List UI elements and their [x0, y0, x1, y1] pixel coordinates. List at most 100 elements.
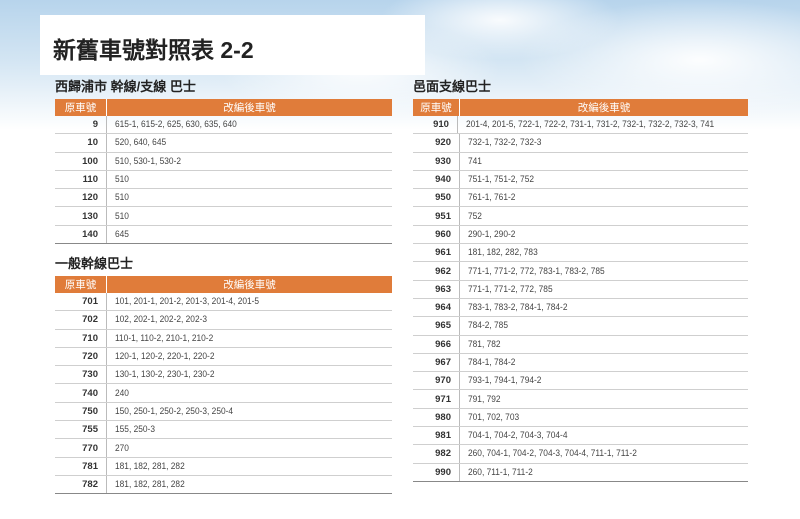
table-row: 964 783-1, 783-2, 784-1, 784-2: [413, 298, 748, 318]
new-numbers-cell: 120-1, 120-2, 220-1, 220-2: [107, 348, 392, 365]
table-row: 970 793-1, 794-1, 794-2: [413, 372, 748, 391]
table-row: 710 110-1, 110-2, 210-1, 210-2: [55, 329, 392, 348]
new-numbers: 784-2, 785: [468, 320, 508, 332]
old-number: 963: [413, 280, 460, 298]
old-number: 740: [55, 384, 107, 402]
new-numbers-cell: 520, 640, 645: [107, 134, 392, 151]
new-numbers-cell: 290-1, 290-2: [460, 226, 748, 243]
old-number: 730: [55, 366, 107, 384]
old-number: 770: [55, 439, 107, 457]
new-numbers: 101, 201-1, 201-2, 201-3, 201-4, 201-5: [115, 296, 260, 308]
new-numbers-cell: 510, 530-1, 530-2: [107, 153, 392, 170]
table-row: 930 741: [413, 152, 748, 171]
old-number: 100: [55, 152, 107, 170]
new-numbers-cell: 130-1, 130-2, 230-1, 230-2: [107, 366, 392, 383]
new-numbers-cell: 751-1, 751-2, 752: [460, 171, 748, 188]
table: 原車號 改編後車號 701 101, 201-1, 201-2, 201-3, 201…: [55, 276, 392, 495]
old-number: 910: [413, 116, 458, 134]
table-row: 130 510: [55, 207, 392, 226]
table-row: 963 771-1, 771-2, 772, 785: [413, 280, 748, 299]
old-number: 701: [55, 293, 107, 311]
new-numbers: 784-1, 784-2: [468, 357, 516, 368]
old-number: 781: [55, 457, 107, 475]
old-number: 951: [413, 207, 460, 225]
new-numbers-cell: 645: [107, 226, 392, 243]
new-numbers: 290-1, 290-2: [468, 228, 516, 240]
header-row: 原車號 改編後車號: [413, 99, 748, 116]
header-cell: 改編後車號: [223, 279, 276, 291]
header-cell: 原車號: [55, 276, 107, 293]
new-numbers: 181, 182, 281, 282: [115, 460, 185, 472]
table-row: 920 732-1, 732-2, 732-3: [413, 134, 748, 153]
new-numbers: 615-1, 615-2, 625, 630, 635, 640: [115, 119, 237, 131]
new-numbers: 150, 250-1, 250-2, 250-3, 250-4: [115, 405, 234, 417]
new-numbers-cell: 201-4, 201-5, 722-1, 722-2, 731-1, 731-2…: [458, 116, 748, 133]
new-numbers: 181, 182, 282, 783: [468, 247, 538, 259]
new-numbers-cell: 701, 702, 703: [460, 409, 748, 426]
title: 新舊車號對照表 2-2: [53, 37, 254, 63]
header-cell: 原車號: [413, 99, 460, 116]
table-row: 990 260, 711-1, 711-2: [413, 463, 748, 482]
old-number: 965: [413, 317, 460, 335]
new-numbers-cell: 510: [107, 189, 392, 206]
new-numbers-cell: 155, 250-3: [107, 421, 392, 438]
table-row: 960 290-1, 290-2: [413, 225, 748, 245]
new-numbers: 732-1, 732-2, 732-3: [468, 137, 542, 149]
old-number: 930: [413, 152, 460, 170]
new-numbers-cell: 781, 782: [460, 336, 748, 353]
new-numbers-cell: 510: [107, 207, 392, 224]
section-heading: 一般幹線巴士: [55, 256, 134, 271]
table: 原車號 改編後車號 9 615-1, 615-2, 625, 630, 635, 64…: [55, 99, 392, 245]
section-heading: 邑面支線巴士: [413, 79, 492, 94]
old-number: 110: [55, 170, 107, 189]
table-row: 980 701, 702, 703: [413, 408, 748, 428]
new-numbers: 510: [115, 192, 129, 204]
old-number: 120: [55, 189, 107, 207]
old-number: 755: [55, 421, 107, 439]
table-row: 750 150, 250-1, 250-2, 250-3, 250-4: [55, 402, 392, 422]
new-numbers-cell: 110-1, 110-2, 210-1, 210-2: [107, 330, 392, 347]
new-numbers: 130-1, 130-2, 230-1, 230-2: [115, 369, 215, 381]
table-row: 951 752: [413, 207, 748, 226]
old-number: 966: [413, 335, 460, 353]
old-number: 750: [55, 402, 107, 421]
new-numbers-cell: 761-1, 761-2: [460, 189, 748, 206]
new-numbers-cell: 732-1, 732-2, 732-3: [460, 134, 748, 151]
new-numbers-cell: 783-1, 783-2, 784-1, 784-2: [460, 299, 748, 316]
old-number: 710: [55, 329, 107, 347]
table-row: 10 520, 640, 645: [55, 134, 392, 153]
table-row: 962 771-1, 771-2, 772, 783-1, 783-2, 785: [413, 262, 748, 281]
new-numbers: 793-1, 794-1, 794-2: [468, 375, 542, 387]
new-numbers: 791, 792: [468, 393, 501, 405]
new-numbers: 270: [115, 442, 129, 454]
table-row: 100 510, 530-1, 530-2: [55, 152, 392, 171]
new-numbers: 201-4, 201-5, 722-1, 722-2, 731-1, 731-2…: [465, 119, 715, 131]
new-numbers-cell: 771-1, 771-2, 772, 783-1, 783-2, 785: [460, 262, 748, 279]
new-numbers-cell: 181, 182, 281, 282: [107, 476, 392, 493]
new-numbers: 110-1, 110-2, 210-1, 210-2: [115, 332, 214, 344]
new-numbers-cell: 150, 250-1, 250-2, 250-3, 250-4: [107, 403, 392, 420]
header-cell: 改編後車號: [577, 102, 631, 114]
title-box: 新舊車號對照表 2-2: [40, 15, 425, 75]
new-numbers-cell: 270: [107, 439, 392, 456]
old-number: 962: [413, 262, 460, 280]
old-number: 981: [413, 427, 460, 445]
new-numbers: 752: [468, 210, 482, 222]
old-number: 950: [413, 189, 460, 207]
section-heading: 西歸浦市 幹線/支線 巴士: [55, 79, 196, 94]
old-number: 140: [55, 225, 107, 244]
new-numbers: 510, 530-1, 530-2: [115, 155, 182, 167]
header-cell: 原車號: [55, 99, 107, 116]
new-numbers-cell: 615-1, 615-2, 625, 630, 635, 640: [107, 116, 392, 133]
old-number: 982: [413, 445, 460, 463]
new-numbers: 510: [115, 210, 129, 222]
new-numbers: 155, 250-3: [115, 424, 155, 436]
table-row: 981 704-1, 704-2, 704-3, 704-4: [413, 427, 748, 446]
new-numbers-cell: 704-1, 704-2, 704-3, 704-4: [460, 427, 748, 444]
table-row: 961 181, 182, 282, 783: [413, 244, 748, 263]
table-row: 782 181, 182, 281, 282: [55, 475, 392, 495]
table-row: 755 155, 250-3: [55, 421, 392, 440]
new-numbers: 751-1, 751-2, 752: [468, 174, 535, 186]
table: 原車號 改編後車號 910 201-4, 201-5, 722-1, 722-2, 7…: [413, 99, 748, 482]
table-row: 720 120-1, 120-2, 220-1, 220-2: [55, 347, 392, 367]
